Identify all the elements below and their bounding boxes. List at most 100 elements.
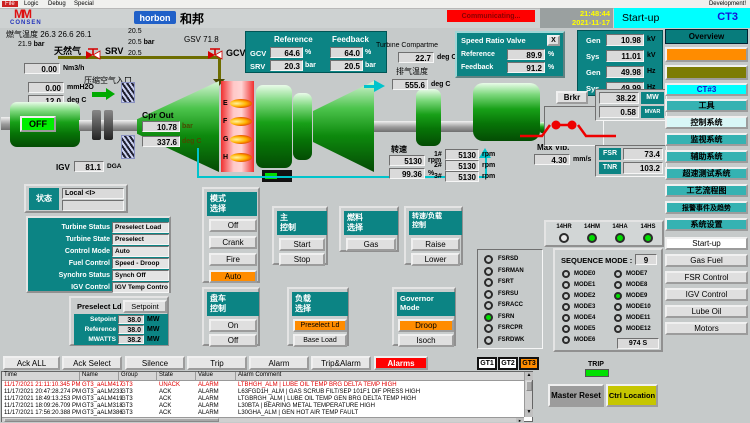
natural-gas-label: 天然气 — [54, 46, 82, 56]
consen-logo-text: CONSEN — [10, 20, 42, 26]
sidebar-item-igv-control[interactable]: IGV Control — [665, 288, 748, 301]
clock-time: 21:48:44 — [579, 9, 610, 18]
motor-off-button[interactable]: OFF — [20, 116, 56, 132]
sequence-timer: 974 S — [617, 338, 659, 349]
sidebar-item-orange[interactable] — [665, 47, 748, 62]
gas-button[interactable]: Gas — [346, 238, 396, 251]
popup-fb-unit: % — [548, 64, 555, 71]
mode3-label: MODE3 — [574, 304, 596, 310]
alarm-row[interactable]: 11/17/2021 17:56:20.388 PM GT3_aALM386 GT3… — [2, 410, 524, 417]
popup-ref-label: Reference — [461, 51, 495, 58]
mode-off-button[interactable]: Off — [209, 219, 257, 232]
h-scroll-thumb[interactable] — [4, 418, 219, 422]
col-comment[interactable]: Alarm Comment — [238, 372, 282, 378]
col-name[interactable]: Name — [82, 372, 99, 378]
shaft3-label: 3# — [434, 173, 442, 180]
setpoint-button[interactable]: Setpoint — [123, 300, 167, 313]
tab-gt3[interactable]: GT3 — [519, 357, 539, 370]
mode-crank-button[interactable]: Crank — [209, 236, 257, 249]
tab-gt2[interactable]: GT2 — [498, 357, 518, 370]
alarm-group: GT3 — [121, 396, 133, 402]
alarm-row[interactable]: 11/17/2021 18:49:13.253 PM GT3_aALM419 GT3… — [2, 396, 524, 403]
sidebar-item-gas-fuel[interactable]: Gas Fuel — [665, 254, 748, 267]
sidebar-item-overview[interactable]: Overview — [665, 29, 748, 44]
sidebar-item-tools[interactable]: 工具 — [665, 99, 748, 112]
raise-button[interactable]: Raise — [411, 238, 460, 251]
scroll-down-icon[interactable]: ▼ — [525, 409, 533, 417]
fsrdwk-label: FSRDWK — [498, 336, 525, 343]
ctrl-location-button[interactable]: Ctrl Location — [606, 384, 658, 407]
sidebar-item-aux-system[interactable]: 辅助系统 — [665, 150, 748, 163]
col-time[interactable]: Time — [4, 372, 18, 378]
lower-button[interactable]: Lower — [411, 253, 460, 266]
col-state[interactable]: State — [159, 372, 174, 378]
col-value[interactable]: Value — [198, 372, 213, 378]
turning-on-button[interactable]: On — [209, 319, 257, 332]
turning-off-button[interactable]: Off — [209, 334, 257, 347]
stop-button[interactable]: Stop — [279, 253, 325, 266]
sidebar-item-olive[interactable] — [665, 65, 748, 80]
sidebar-item-overspeed-test[interactable]: 超速测试系统 — [665, 167, 748, 180]
alarm-row[interactable]: 11/17/2021 20:47:28.274 PM GT3_aALM233 GT3… — [2, 389, 524, 396]
relay-14hr-indicator — [559, 233, 569, 243]
ack-select-button[interactable]: Ack Select — [62, 356, 122, 370]
sidebar-item-motors[interactable]: Motors — [665, 322, 748, 335]
sidebar-item-system-settings[interactable]: 系统设置 — [665, 218, 748, 231]
ack-all-button[interactable]: Ack ALL — [3, 356, 60, 370]
mode0-indicator — [562, 270, 570, 278]
start-button[interactable]: Start — [279, 238, 325, 251]
menu-debug[interactable]: Debug — [48, 1, 66, 7]
communicating-badge: Communicating... — [447, 10, 535, 22]
col-group[interactable]: Group — [121, 372, 138, 378]
alarm-row[interactable]: 11/17/2021 21:11:10.345 PM GT3_aALM417 GT3… — [2, 382, 524, 389]
tab-gt1[interactable]: GT1 — [477, 357, 497, 370]
silence-button[interactable]: Silence — [125, 356, 185, 370]
sidebar-item-lube-oil[interactable]: Lube Oil — [665, 305, 748, 318]
popup-close-button[interactable]: X — [547, 35, 560, 46]
scroll-right-icon[interactable]: ► — [516, 418, 524, 423]
unit-name-label: CT3 — [717, 11, 738, 23]
preselect-ld-button[interactable]: Preselect Ld — [293, 319, 347, 332]
sidebar-item-ct3[interactable]: CT#3 — [665, 83, 748, 96]
col-divider — [156, 372, 157, 381]
fsrn-label: FSRN — [498, 313, 515, 320]
alarm-filter-button[interactable]: Alarm — [249, 356, 309, 370]
status-row-value-3: Speed - Droop — [112, 258, 169, 269]
droop-button[interactable]: Droop — [398, 319, 454, 332]
air-inlet-arrowhead-icon — [106, 88, 115, 100]
load-header-line1: 负载 — [295, 294, 311, 303]
trip-filter-button[interactable]: Trip — [187, 356, 247, 370]
v-scrollbar[interactable]: ▲ ▼ — [524, 372, 533, 417]
base-load-button[interactable]: Base Load — [293, 334, 347, 347]
sidebar-item-monitor-system[interactable]: 监视系统 — [665, 133, 748, 146]
menu-file[interactable]: File — [2, 1, 18, 7]
isoch-button[interactable]: Isoch — [398, 334, 454, 347]
mode-fire-button[interactable]: Fire — [209, 253, 257, 266]
location-value: Local <I> — [62, 188, 124, 199]
alarm-time: 11/17/2021 18:09:26.709 PM — [4, 403, 81, 409]
menu-special[interactable]: Special — [74, 1, 94, 7]
alarm-name: GT3_aALM233 — [82, 389, 123, 395]
sidebar-item-alarm-trend[interactable]: 报警事件及趋势 — [665, 201, 748, 214]
alarm-state: UNACK — [159, 382, 181, 388]
brkr-button[interactable]: Brkr — [556, 91, 588, 104]
scroll-up-icon[interactable]: ▲ — [525, 372, 533, 380]
trip-and-alarm-button[interactable]: Trip&Alarm — [311, 356, 371, 370]
h-scrollbar[interactable]: ► — [2, 417, 524, 423]
mode6-indicator — [562, 336, 570, 344]
mode-auto-button[interactable]: Auto — [209, 270, 257, 283]
sidebar-item-control-system[interactable]: 控制系统 — [665, 116, 748, 129]
sidebar-item-process-diagram[interactable]: 工艺流程图 — [665, 184, 748, 197]
inlet-press-unit: mmH2O — [67, 84, 94, 91]
mode-select-header: 模式 选择 — [207, 192, 257, 216]
alarms-button[interactable]: Alarms — [374, 356, 428, 370]
sidebar-item-startup[interactable]: Start-up — [665, 237, 748, 250]
master-reset-button[interactable]: Master Reset — [548, 384, 604, 407]
v-scroll-thumb[interactable] — [526, 381, 532, 391]
menu-logic[interactable]: Logic — [24, 1, 39, 7]
fsracc-label: FSRACC — [498, 302, 523, 308]
sidebar-item-fsr-control[interactable]: FSR Control — [665, 271, 748, 284]
alarm-name: GT3_aALM386 — [82, 410, 123, 416]
master-control-panel: 主控制 Start Stop — [272, 206, 328, 266]
alarm-row[interactable]: 11/17/2021 18:09:26.709 PM GT3_aALM318 GT3… — [2, 403, 524, 410]
